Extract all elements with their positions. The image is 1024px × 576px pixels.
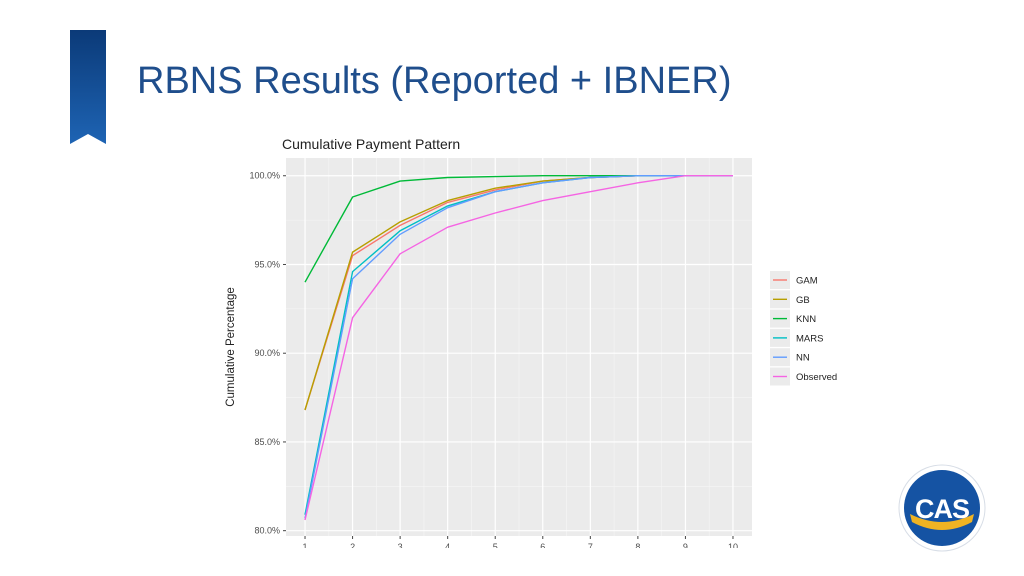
x-tick-label: 10 <box>728 542 738 548</box>
legend-label: MARS <box>796 333 823 344</box>
series-line-nn <box>304 175 733 519</box>
x-tick-label: 7 <box>588 542 593 548</box>
legend-label: GB <box>796 295 810 306</box>
y-tick-label: 100.0% <box>249 171 280 181</box>
y-tick-label: 95.0% <box>254 259 280 269</box>
legend-label: GAM <box>796 276 818 287</box>
x-tick-label: 2 <box>350 542 355 548</box>
x-tick-label: 3 <box>398 542 403 548</box>
slide-title: RBNS Results (Reported + IBNER) <box>137 60 732 102</box>
y-tick-label: 80.0% <box>254 526 280 536</box>
cumulative-payment-chart: Cumulative Payment Pattern 80.0% 85.0% 90.0… <box>220 128 860 570</box>
y-axis-label: Cumulative Percentage <box>225 287 237 407</box>
y-tick-label: 90.0% <box>254 348 280 358</box>
title-ribbon <box>70 30 106 144</box>
series-line-observed <box>304 175 733 521</box>
x-tick-label: 6 <box>540 542 545 548</box>
x-tick-label: 4 <box>445 542 450 548</box>
cas-logo: CAS <box>898 464 986 552</box>
chart-title: Cumulative Payment Pattern <box>282 136 460 152</box>
x-tick-label: 8 <box>635 542 640 548</box>
y-tick-label: 85.0% <box>254 437 280 447</box>
x-tick-label: 1 <box>303 542 308 548</box>
legend-label: NN <box>796 353 810 364</box>
x-tick-label: 5 <box>493 542 498 548</box>
legend-label: KNN <box>796 314 816 325</box>
chart-svg: Cumulative Payment Pattern 80.0% 85.0% 90.0… <box>225 136 837 570</box>
cas-logo-text: CAS <box>915 494 969 524</box>
x-tick-label: 9 <box>683 542 688 548</box>
legend-label: Observed <box>796 372 837 383</box>
